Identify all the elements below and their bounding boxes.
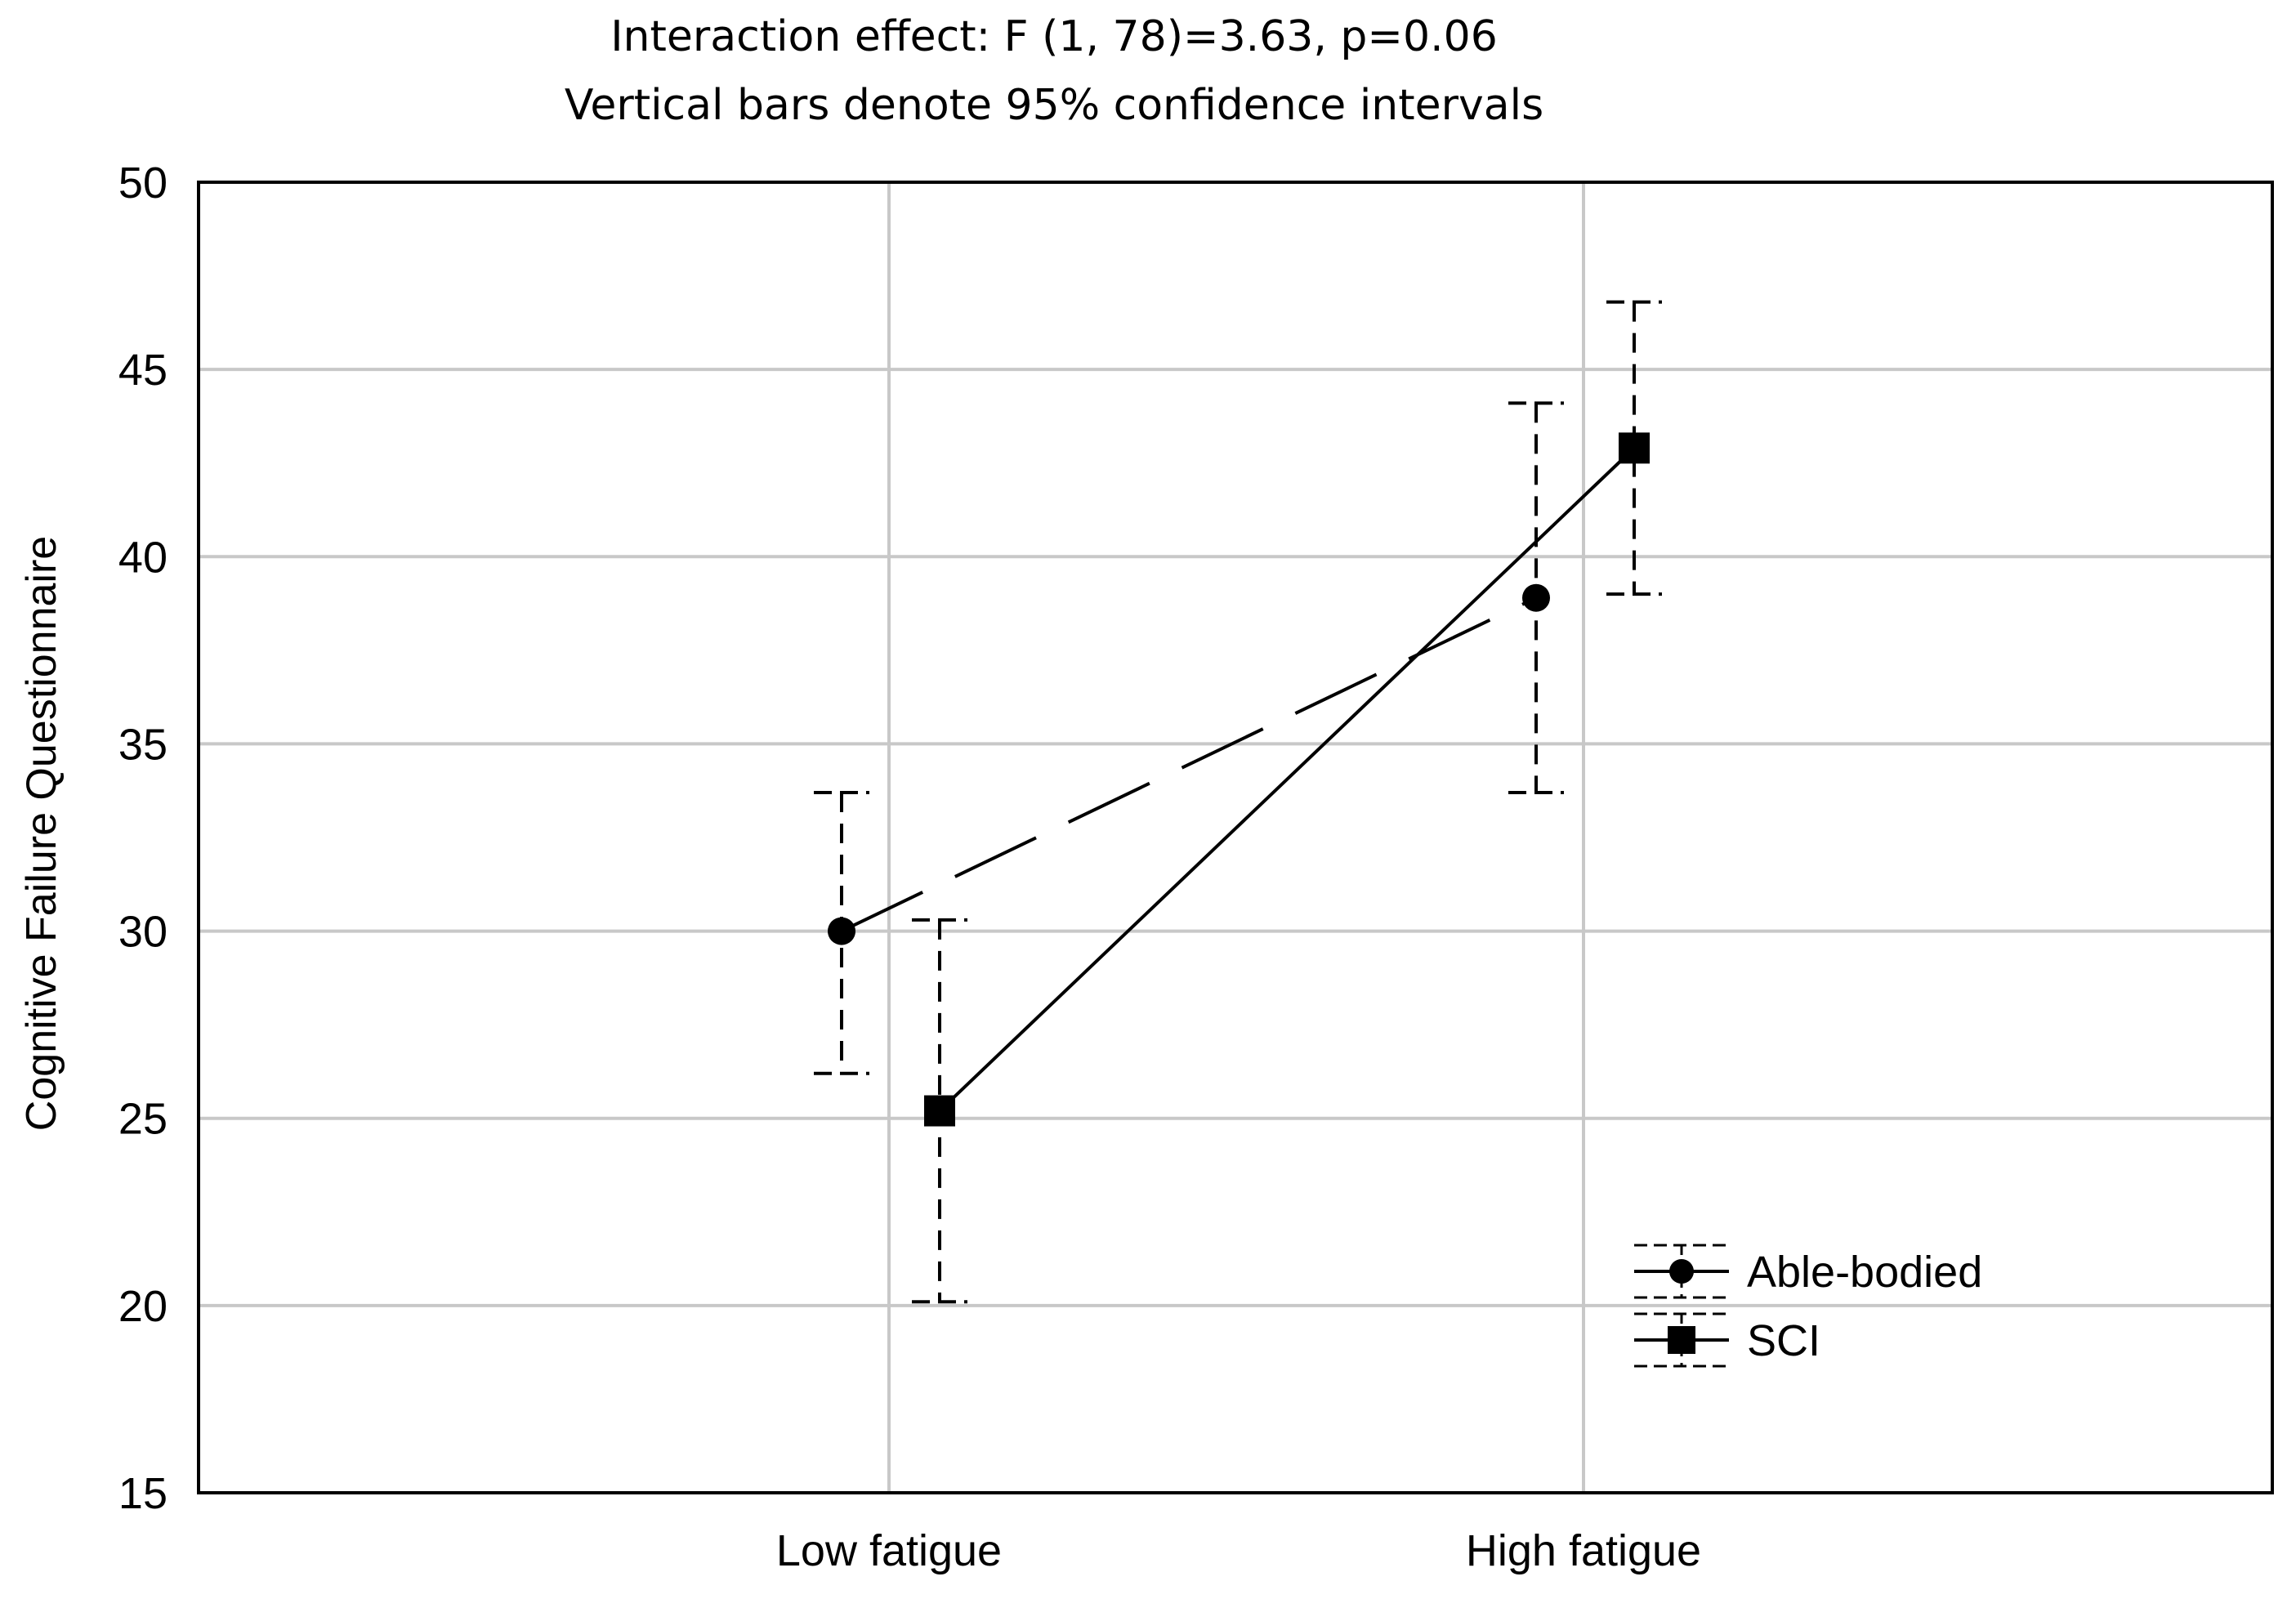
x-tick-label: Low fatigue <box>776 1526 1002 1575</box>
data-point <box>1619 432 1650 464</box>
y-tick-label: 15 <box>118 1469 168 1518</box>
legend-label: SCI <box>1747 1316 1820 1365</box>
x-tick-label: High fatigue <box>1466 1526 1701 1575</box>
data-point <box>828 917 855 945</box>
series-lines <box>841 446 1636 1112</box>
y-tick-label: 20 <box>118 1282 168 1331</box>
legend-label: Able-bodied <box>1747 1248 1982 1297</box>
chart-subtitle: Vertical bars denote 95% confidence inte… <box>565 81 1543 130</box>
series-line-sci <box>938 446 1636 1112</box>
data-point <box>924 1095 955 1127</box>
legend-marker <box>1669 1259 1694 1284</box>
data-point <box>1522 583 1550 612</box>
series-markers <box>828 432 1650 1127</box>
grid <box>199 182 2272 1493</box>
series-line-able-bodied <box>841 596 1537 933</box>
y-tick-label: 35 <box>118 720 168 769</box>
y-tick-label: 45 <box>118 346 168 395</box>
legend: Able-bodied SCI <box>1634 1244 1982 1368</box>
legend-marker <box>1668 1326 1695 1354</box>
confidence-intervals <box>814 300 1662 1304</box>
y-tick-label: 50 <box>118 159 168 208</box>
y-axis-label: Cognitive Failure Questionnaire <box>18 536 65 1131</box>
y-tick-label: 40 <box>118 533 168 582</box>
y-tick-label: 25 <box>118 1095 168 1144</box>
chart-title: Interaction effect: F (1, 78)=3.63, p=0.… <box>610 12 1498 61</box>
plot-frame <box>197 181 2274 1494</box>
axis-ticks: 15 20 25 30 35 40 45 50 Low fatigue High fatigue <box>118 159 1701 1575</box>
y-tick-label: 30 <box>118 908 168 957</box>
